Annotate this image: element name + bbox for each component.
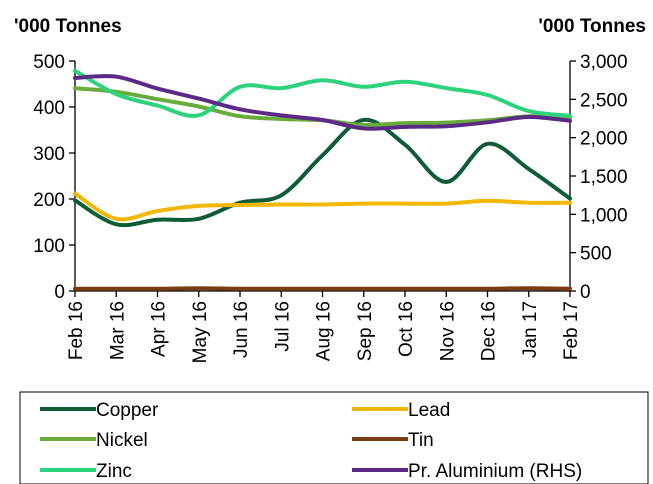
x-tick-label: Dec 16 <box>479 301 500 361</box>
right-tick-label: 1,000 <box>580 205 628 226</box>
legend: Copper Lead Nickel Tin Zinc Pr. Aluminium (RH… <box>19 391 649 484</box>
legend-label-tin: Tin <box>408 430 434 451</box>
left-tick-label: 400 <box>33 98 65 119</box>
right-tick-label: 2,000 <box>580 129 628 150</box>
series-line-zinc <box>73 68 572 118</box>
legend-label-pr-aluminium-rhs: Pr. Aluminium (RHS) <box>408 461 582 482</box>
legend-label-copper: Copper <box>96 400 159 421</box>
right-tick-label: 2,500 <box>580 90 628 111</box>
right-axis: 0 500 1,000 1,500 2,000 2,500 3,000 <box>569 52 628 303</box>
series-line-copper <box>73 117 572 228</box>
x-tick-label: Mar 16 <box>107 301 128 360</box>
series-line-pr-aluminium-rhs <box>73 74 572 131</box>
series-lines <box>73 68 572 291</box>
right-tick-label: 3,000 <box>580 52 628 73</box>
x-tick-label: Aug 16 <box>314 301 335 361</box>
x-tick-label: Sep 16 <box>355 301 376 361</box>
right-tick-label: 1,500 <box>580 167 628 188</box>
x-tick-label: Apr 16 <box>149 301 170 357</box>
left-axis: 0 100 200 300 400 500 <box>33 52 76 303</box>
x-tick-label: Jul 16 <box>272 301 293 352</box>
left-tick-label: 0 <box>54 282 65 303</box>
x-tick-label: Jun 16 <box>231 301 252 358</box>
right-tick-label: 0 <box>580 282 591 303</box>
x-tick-label: Feb 17 <box>561 301 582 360</box>
series-line-tin <box>73 286 572 291</box>
left-tick-label: 500 <box>33 52 65 73</box>
left-tick-label: 300 <box>33 144 65 165</box>
left-tick-label: 200 <box>33 190 65 211</box>
right-axis-unit: '000 Tonnes <box>538 16 646 37</box>
legend-label-zinc: Zinc <box>96 461 132 482</box>
legend-box <box>19 391 649 484</box>
x-axis: Feb 16 Mar 16 Apr 16 May 16 Jun 16 Jul 16 Aug … <box>66 290 582 363</box>
left-tick-label: 100 <box>33 236 65 257</box>
left-axis-unit: '000 Tonnes <box>14 16 122 37</box>
series-line-lead <box>73 191 572 222</box>
x-tick-label: Feb 16 <box>66 301 87 360</box>
x-tick-label: Jan 17 <box>520 301 541 358</box>
right-tick-label: 500 <box>580 244 612 265</box>
legend-label-nickel: Nickel <box>96 430 148 451</box>
x-tick-label: May 16 <box>190 301 211 363</box>
legend-label-lead: Lead <box>408 400 450 421</box>
x-tick-label: Nov 16 <box>437 301 458 361</box>
x-tick-label: Oct 16 <box>396 301 417 357</box>
